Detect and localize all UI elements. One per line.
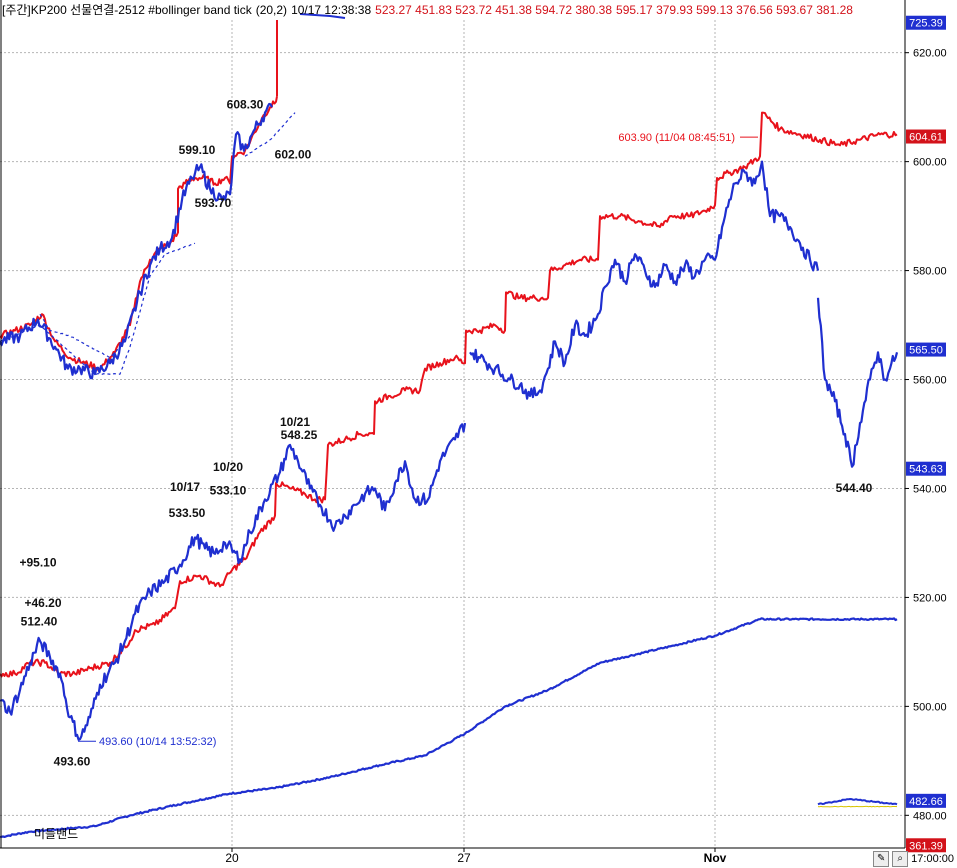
right-value-box xyxy=(906,129,946,144)
lower-right-yellow xyxy=(817,805,898,808)
y-tick-label: 480.00 xyxy=(913,810,947,822)
price-annotation: 512.40 xyxy=(21,614,58,628)
bottom-toolbar: ✎ ⌕ 17:00:00 xyxy=(873,850,957,868)
top-band-fragment xyxy=(299,13,346,19)
high-note: 603.90 (11/04 08:45:51) xyxy=(618,132,735,144)
price-annotation: 593.70 xyxy=(195,196,232,210)
right-value-label: 604.61 xyxy=(909,132,943,144)
price-annotation: 533.50 xyxy=(169,506,206,520)
price-annotation: 533.10 xyxy=(210,484,247,498)
band-fragment-0 xyxy=(0,242,196,376)
right-value-label: 543.63 xyxy=(909,464,943,476)
grid xyxy=(0,20,905,848)
y-tick-label: 520.00 xyxy=(913,592,947,604)
chart-header: [주간]KP200 선물연결-2512 #bollinger band tick… xyxy=(2,1,857,19)
x-tick-label: 27 xyxy=(457,851,471,865)
header-datetime: 10/17 12:38:38 xyxy=(291,3,372,17)
right-value-label: 565.50 xyxy=(909,345,943,357)
right-value-label: 482.66 xyxy=(909,796,943,808)
y-tick-label: 560.00 xyxy=(913,375,947,387)
y-tick-label: 600.00 xyxy=(913,157,947,169)
band-fragment-2 xyxy=(244,112,296,157)
search-icon[interactable]: ⌕ xyxy=(892,851,909,867)
price-annotation: 599.10 xyxy=(179,143,216,157)
right-value-box xyxy=(906,342,946,357)
price-annotation: +46.20 xyxy=(24,596,61,610)
series-blue-3 xyxy=(0,422,467,741)
right-value-box xyxy=(906,793,946,808)
price-annotation: 10/20 xyxy=(213,460,243,474)
lower-band-line xyxy=(0,617,898,839)
price-annotation: 548.25 xyxy=(281,428,318,442)
bollinger-param: (20,2) xyxy=(255,3,288,17)
y-tick-label: 580.00 xyxy=(913,266,947,278)
header-values-2: 595.17 379.93 599.13 376.56 593.67 381.2… xyxy=(616,3,853,17)
y-tick-label: 620.00 xyxy=(913,48,947,60)
price-annotation: +95.10 xyxy=(19,556,56,570)
right-value-box xyxy=(906,461,946,476)
right-value-box xyxy=(906,838,946,853)
y-tick-label: 500.00 xyxy=(913,701,947,713)
lower-right-band xyxy=(817,798,898,806)
middle-band-label: 미들밴드 xyxy=(34,827,78,841)
series-blue-1 xyxy=(0,102,273,380)
right-value-label: 361.39 xyxy=(909,840,943,852)
bottom-time: 17:00:00 xyxy=(911,853,954,865)
series-layer xyxy=(0,13,899,839)
price-annotation: 10/17 xyxy=(170,480,200,494)
price-annotation: 493.60 xyxy=(54,754,91,768)
price-annotation: 10/21 xyxy=(280,415,310,429)
series-blue-5 xyxy=(816,297,899,468)
price-annotation: 544.40 xyxy=(836,481,873,495)
pencil-icon[interactable]: ✎ xyxy=(873,851,890,867)
series-red-2 xyxy=(0,111,898,678)
price-annotation: 602.00 xyxy=(275,148,312,162)
y-tick-label: 540.00 xyxy=(913,483,947,495)
right-value-label: 725.39 xyxy=(909,18,943,30)
header-values-1: 523.27 451.83 523.72 451.38 594.72 380.3… xyxy=(375,3,613,17)
x-tick-label: 20 xyxy=(225,851,239,865)
x-tick-label: Nov xyxy=(704,851,727,865)
series-blue-4 xyxy=(469,160,820,400)
low-note: 493.60 (10/14 13:52:32) xyxy=(99,736,216,748)
price-annotation: 608.30 xyxy=(227,97,264,111)
right-value-box xyxy=(906,15,946,30)
chart-title: [주간]KP200 선물연결-2512 #bollinger band tick xyxy=(2,3,252,17)
